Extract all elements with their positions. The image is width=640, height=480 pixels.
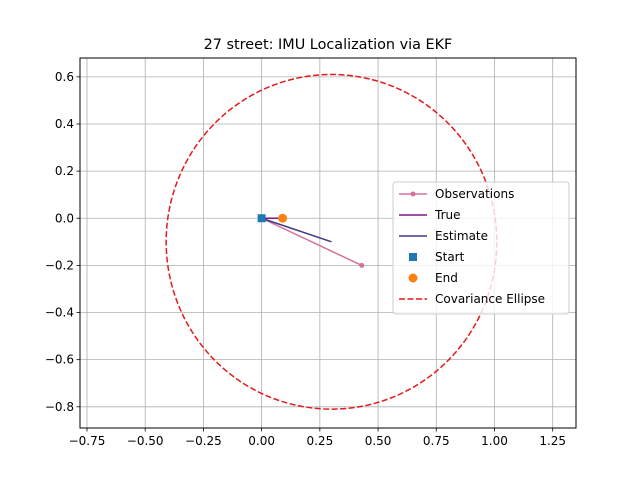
axes-frame: [79, 57, 577, 429]
legend-swatch-end: [408, 273, 418, 283]
y-tick-label: 0.6: [55, 70, 74, 84]
series-estimate-line: [261, 217, 332, 243]
legend-box: [392, 181, 570, 315]
x-tick-label: 0.25: [306, 434, 333, 448]
legend-label-end: End: [435, 271, 458, 285]
y-tick-label: 0.4: [55, 117, 74, 131]
series-observations-line: [261, 217, 363, 267]
y-tick-label: −0.4: [45, 306, 74, 320]
x-tick-label: 0.50: [365, 434, 392, 448]
observation-point: [359, 262, 365, 268]
x-tick-label: −0.75: [69, 434, 106, 448]
x-tick-label: 1.00: [481, 434, 508, 448]
legend-swatch-marker-observations: [410, 191, 416, 197]
y-axis: −0.8 −0.6 −0.4 −0.2 0.0 0.2 0.4 0.6: [45, 70, 80, 414]
legend-label-true: True: [434, 208, 461, 222]
y-tick-label: −0.6: [45, 353, 74, 367]
y-tick-label: −0.2: [45, 258, 74, 272]
x-tick-label: 1.25: [539, 434, 566, 448]
end-marker: [278, 213, 288, 223]
x-tick-label: −0.25: [185, 434, 222, 448]
legend-label-covariance-ellipse: Covariance Ellipse: [435, 292, 545, 306]
y-tick-label: 0.2: [55, 164, 74, 178]
legend-swatch-start: [409, 253, 417, 261]
x-tick-label: −0.50: [127, 434, 164, 448]
x-tick-label: 0.00: [248, 434, 275, 448]
start-marker: [257, 214, 266, 223]
y-tick-label: 0.0: [55, 211, 74, 225]
grid: [80, 58, 576, 428]
legend-label-start: Start: [435, 250, 465, 264]
x-tick-label: 0.75: [423, 434, 450, 448]
y-tick-label: −0.8: [45, 400, 74, 414]
chart-title: 27 street: IMU Localization via EKF: [204, 37, 453, 53]
legend-label-estimate: Estimate: [435, 229, 488, 243]
legend-label-observations: Observations: [435, 187, 514, 201]
legend: Observations True Estimate Start End Covarian…: [392, 181, 570, 315]
x-axis: −0.75 −0.50 −0.25 0.00 0.25 0.50 0.75 1.00 1.25: [69, 428, 566, 448]
